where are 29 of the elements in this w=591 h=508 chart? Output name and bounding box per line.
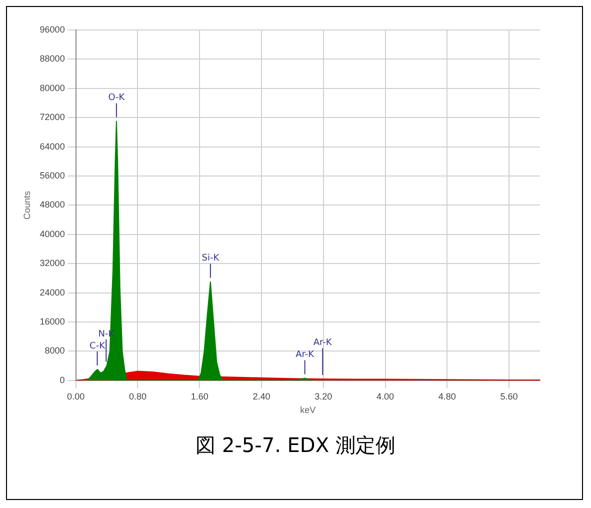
caption: 図 2-5-7. EDX 測定例 <box>194 432 396 459</box>
y-tick-label: 64000 <box>40 141 65 152</box>
x-tick-label: 1.60 <box>190 391 208 402</box>
annotation: O-K <box>108 93 126 104</box>
x-tick-label: 4.80 <box>438 391 456 402</box>
y-tick-label: 24000 <box>40 287 65 298</box>
y-tick-label: 8000 <box>44 346 65 356</box>
y-tick-label: 80000 <box>40 82 65 93</box>
x-tick-label: 0.00 <box>67 391 85 402</box>
x-tick-label: 4.00 <box>376 391 394 402</box>
y-tick-label: 96000 <box>40 24 65 34</box>
y-tick-label: 32000 <box>40 258 65 268</box>
x-tick-label: 0.80 <box>128 391 146 402</box>
annotation: Ar-K <box>296 350 316 360</box>
x-tick-label: 5.60 <box>500 391 518 402</box>
y-axis-title: Counts <box>22 190 32 220</box>
annotation: Ar-K <box>313 338 333 348</box>
y-tick-label: 88000 <box>40 54 65 64</box>
y-tick-label: 0 <box>60 374 65 385</box>
x-tick-label: 2.40 <box>252 391 270 402</box>
y-tick-label: 72000 <box>40 112 65 122</box>
annotation: C-K <box>90 341 106 352</box>
y-tick-label: 16000 <box>40 316 65 326</box>
y-tick-label: 48000 <box>40 200 65 210</box>
annotation: Si-K <box>202 254 220 264</box>
x-tick-label: 3.20 <box>314 391 332 402</box>
y-tick-label: 56000 <box>40 170 65 180</box>
y-tick-label: 40000 <box>40 228 65 239</box>
x-axis-title: keV <box>300 405 316 416</box>
